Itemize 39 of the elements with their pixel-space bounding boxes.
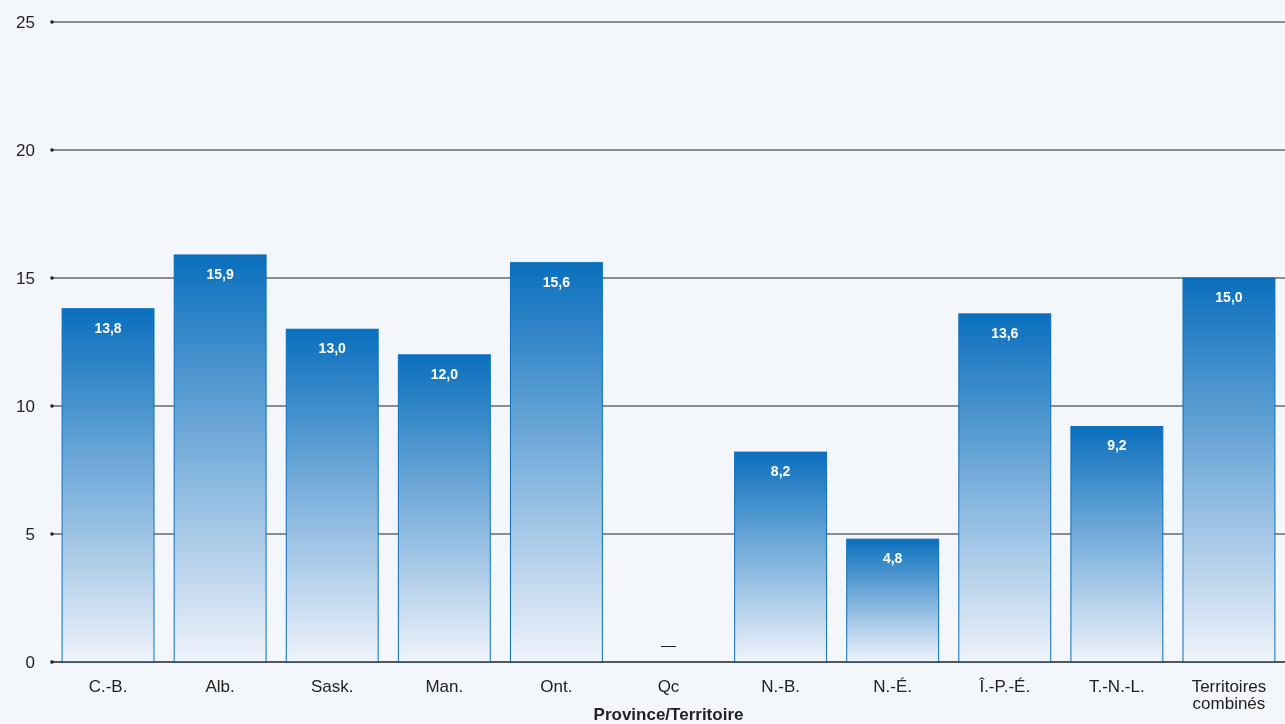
x-tick-label: Î.-P.-É. — [978, 677, 1031, 696]
data-label: 13,8 — [94, 319, 122, 336]
y-tick-label: 5 — [25, 524, 35, 544]
bar — [846, 538, 940, 663]
x-tick-label: C.-B. — [88, 677, 128, 696]
data-label: 4,8 — [882, 550, 903, 567]
bar — [734, 451, 828, 663]
x-tick-label: Sask. — [310, 677, 354, 696]
x-tick-label: Qc — [657, 677, 680, 696]
bar — [509, 262, 603, 663]
y-tick-label: 10 — [16, 396, 35, 416]
bar — [397, 354, 491, 663]
x-tick-label: Ont. — [540, 677, 573, 696]
data-label: 8,2 — [770, 463, 791, 480]
data-label: 13,6 — [991, 324, 1019, 341]
data-label: 15,9 — [206, 265, 234, 282]
bar — [958, 313, 1052, 663]
x-tick-label: Man. — [425, 677, 464, 696]
bar — [285, 328, 379, 663]
data-label: 13,0 — [318, 340, 347, 357]
y-tick-label: 15 — [16, 268, 35, 288]
data-label: 15,0 — [1215, 289, 1243, 305]
text: — — [661, 636, 676, 653]
data-label: 9,2 — [1107, 437, 1127, 454]
bar — [61, 308, 155, 663]
x-tick-label: T.-N.-L. — [1089, 677, 1145, 696]
x-tick-label: N.-É. — [873, 677, 913, 696]
bar — [173, 254, 267, 663]
bar — [1070, 425, 1164, 663]
x-tick-label: Territoires combinés — [1191, 677, 1267, 713]
bar — [1182, 277, 1276, 663]
y-tick-label: 20 — [16, 140, 35, 160]
x-tick-label: N.-B. — [761, 677, 800, 696]
data-label: 12,0 — [430, 365, 459, 382]
y-tick-label: 25 — [16, 12, 35, 32]
y-tick-label: 0 — [25, 652, 35, 672]
data-label: 15,6 — [542, 273, 571, 290]
x-tick-label: Alb. — [205, 677, 235, 696]
x-axis-title: Province/Territoire — [593, 705, 744, 724]
